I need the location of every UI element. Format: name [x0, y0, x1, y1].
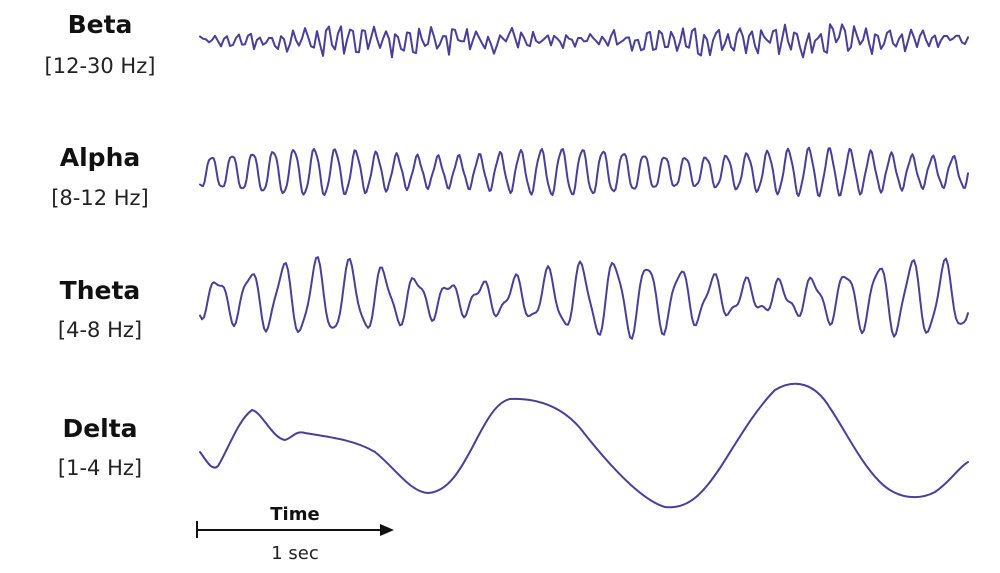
alpha-wave [199, 146, 969, 198]
band-range: [8-12 Hz] [51, 186, 149, 210]
band-range: [1-4 Hz] [58, 456, 142, 480]
theta-wave [199, 256, 969, 340]
beta-wave [199, 23, 969, 59]
band-name: Alpha [60, 143, 140, 172]
band-range: [12-30 Hz] [45, 54, 156, 78]
time-scale: 1 sec [271, 543, 319, 564]
band-name: Beta [68, 10, 133, 39]
delta-wave [199, 382, 969, 509]
arrow-head [380, 524, 394, 536]
band-name: Theta [60, 276, 141, 305]
band-name: Delta [62, 414, 137, 443]
band-range: [4-8 Hz] [58, 318, 142, 342]
time-label: Time [270, 504, 319, 525]
